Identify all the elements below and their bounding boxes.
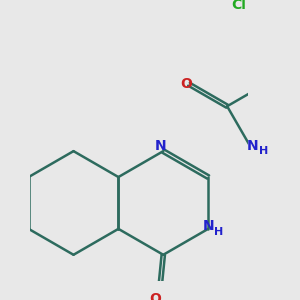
Text: H: H bbox=[214, 227, 224, 237]
Text: N: N bbox=[247, 139, 259, 153]
Text: O: O bbox=[181, 77, 192, 91]
Text: O: O bbox=[150, 292, 161, 300]
Text: H: H bbox=[259, 146, 268, 156]
Text: N: N bbox=[155, 139, 166, 153]
Text: Cl: Cl bbox=[231, 0, 246, 12]
Text: N: N bbox=[203, 219, 215, 233]
